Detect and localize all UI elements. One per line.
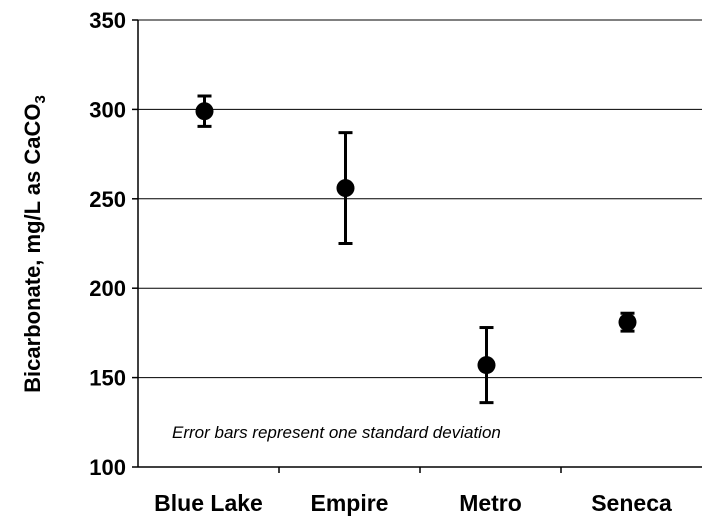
x-category-label: Blue Lake (154, 490, 263, 516)
y-tick-label: 250 (89, 187, 126, 212)
x-ticks: Blue Lake Empire Metro Seneca (154, 467, 672, 516)
data-point (477, 356, 496, 375)
y-tick-label: 150 (89, 366, 126, 391)
y-ticks: 100 150 200 250 300 350 (89, 8, 138, 480)
y-tick-label: 350 (89, 8, 126, 33)
x-category-label: Metro (459, 490, 522, 516)
data-point (618, 313, 637, 332)
y-tick-label: 200 (89, 276, 126, 301)
y-axis-title-main: Bicarbonate, mg/L as CaCO (20, 104, 45, 393)
x-category-label: Seneca (591, 490, 672, 516)
y-tick-label: 300 (89, 97, 126, 122)
data-point (195, 102, 214, 121)
data-point (336, 179, 355, 198)
y-axis-title: Bicarbonate, mg/L as CaCO3 (20, 95, 49, 393)
data-points (195, 102, 637, 375)
plot-area (138, 20, 702, 467)
error-bar-note: Error bars represent one standard deviat… (172, 423, 501, 442)
gridlines (138, 19, 702, 379)
x-category-label: Empire (311, 490, 389, 516)
y-axis-title-subscript: 3 (32, 95, 49, 103)
y-tick-label: 100 (89, 455, 126, 480)
